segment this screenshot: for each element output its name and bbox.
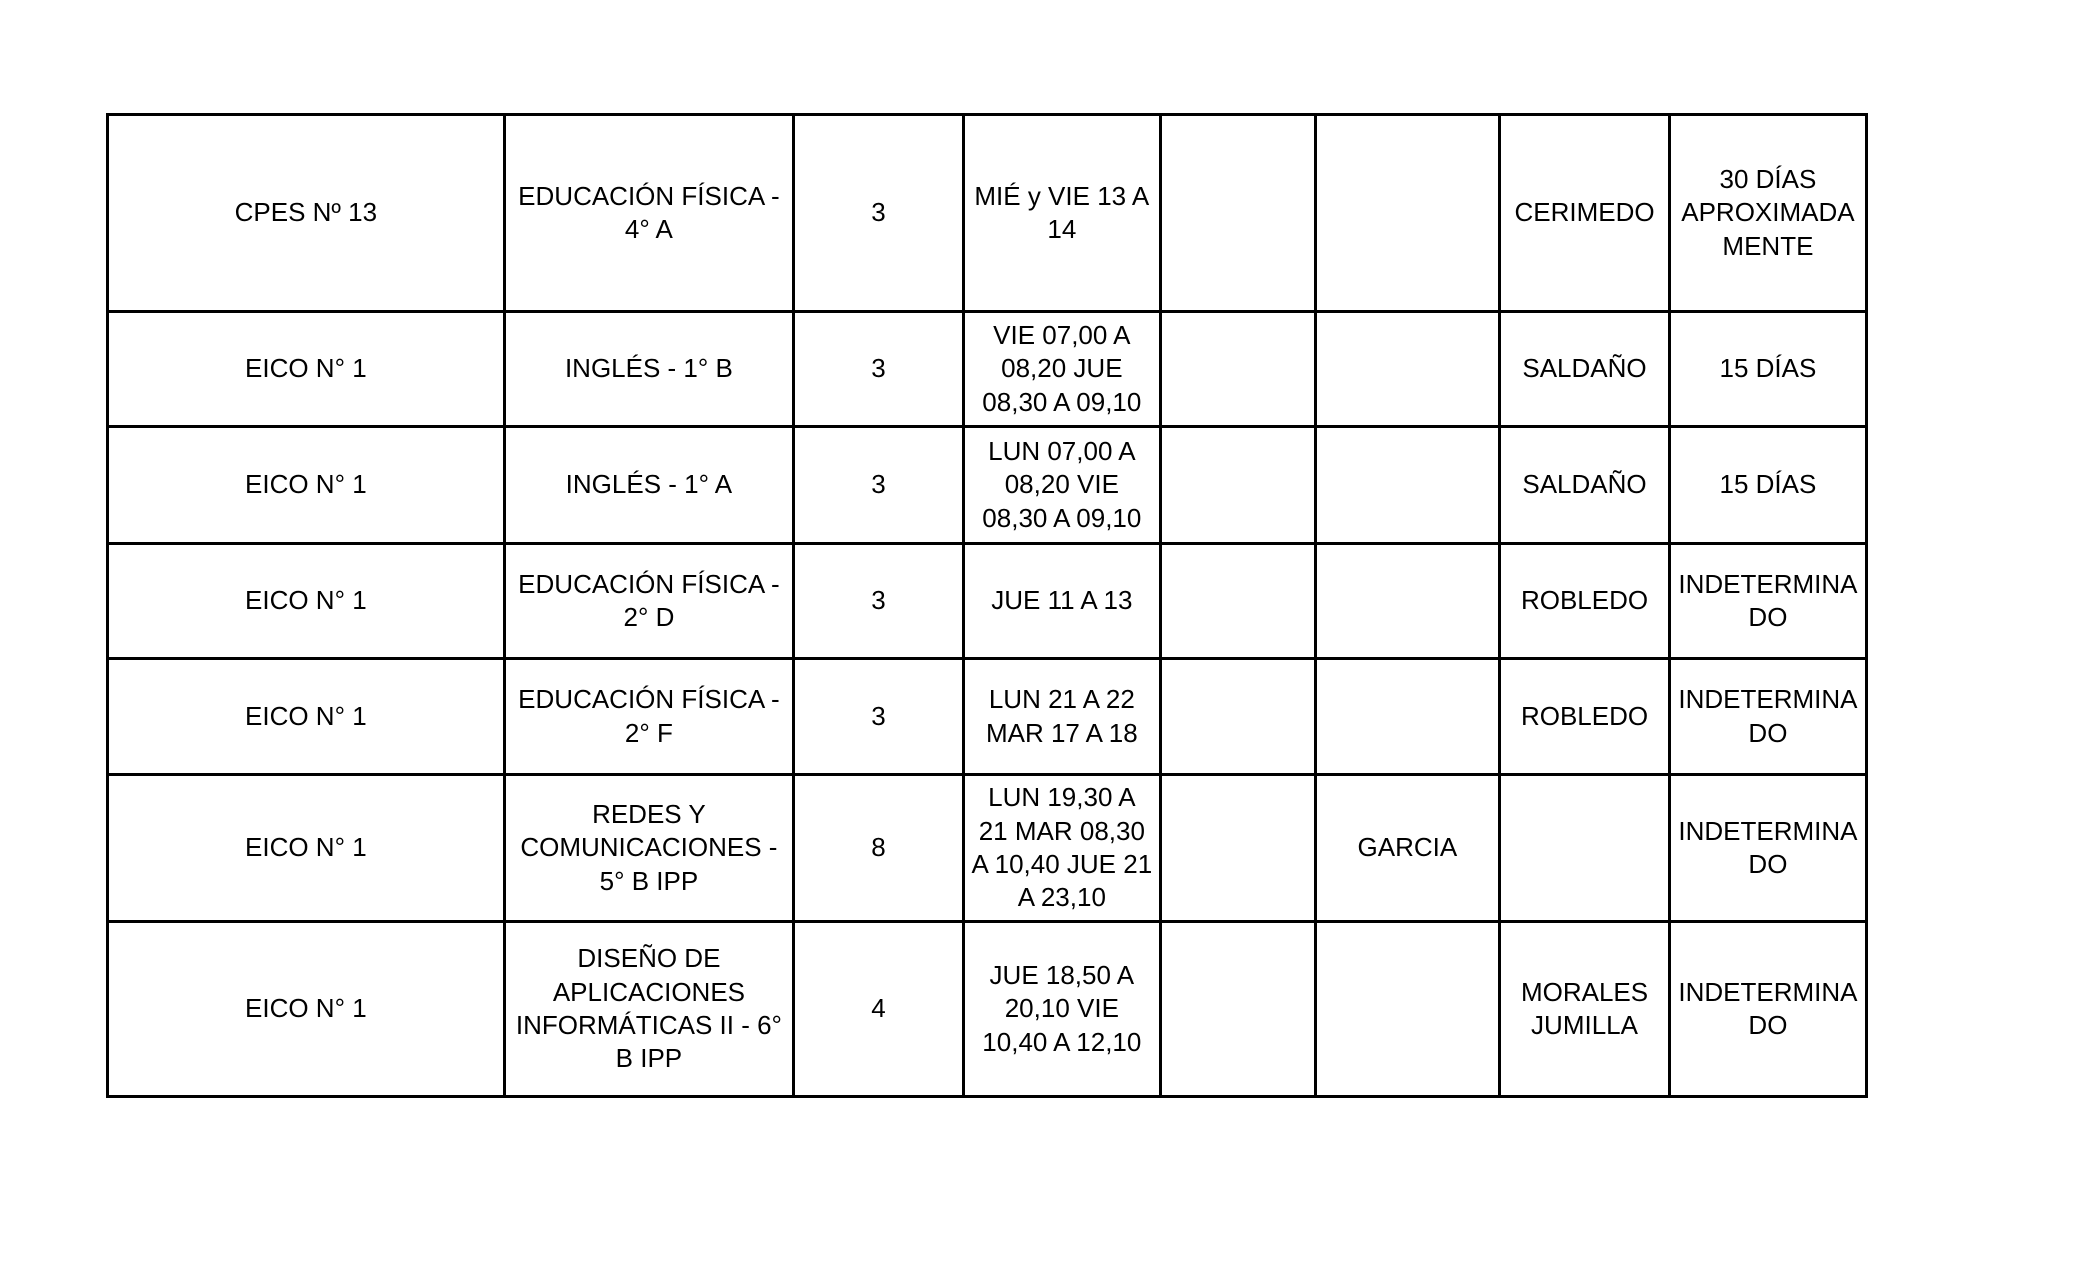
cell-establecimiento: CPES Nº 13 [106, 113, 506, 313]
cell-establecimiento: EICO N° 1 [106, 920, 506, 1098]
cell-columna-vacia-2 [1313, 310, 1502, 428]
table-row: EICO N° 1 INGLÉS - 1° B 3 VIE 07,00 A 08… [106, 310, 1869, 428]
cell-duracion: INDETERMINADO [1667, 657, 1869, 776]
cell-establecimiento: EICO N° 1 [106, 542, 506, 660]
cell-columna-vacia-1 [1158, 113, 1317, 313]
cell-columna-vacia-1 [1158, 773, 1317, 923]
cell-horario: JUE 11 A 13 [961, 542, 1162, 660]
cell-docente: ROBLEDO [1498, 657, 1671, 776]
cell-columna-vacia-2 [1313, 542, 1502, 660]
cell-duracion: INDETERMINADO [1667, 542, 1869, 660]
cell-horas: 3 [792, 310, 965, 428]
cell-columna-vacia-2 [1313, 657, 1502, 776]
cell-establecimiento: EICO N° 1 [106, 773, 506, 923]
table-row: EICO N° 1 EDUCACIÓN FÍSICA - 2° F 3 LUN … [106, 657, 1869, 776]
cell-horas: 8 [792, 773, 965, 923]
cell-horario: VIE 07,00 A 08,20 JUE 08,30 A 09,10 [961, 310, 1162, 428]
cell-asignatura-curso: EDUCACIÓN FÍSICA - 4° A [502, 113, 796, 313]
cell-docente: SALDAÑO [1498, 425, 1671, 545]
cell-columna-vacia-1 [1158, 542, 1317, 660]
cell-columna-vacia-2 [1313, 425, 1502, 545]
cell-asignatura-curso: REDES Y COMUNICACIONES - 5° B IPP [502, 773, 796, 923]
cell-columna-vacia-1 [1158, 310, 1317, 428]
cell-docente: ROBLEDO [1498, 542, 1671, 660]
cell-horas: 3 [792, 113, 965, 313]
cell-horas: 3 [792, 657, 965, 776]
cell-columna-vacia-2 [1313, 113, 1502, 313]
table-row: EICO N° 1 DISEÑO DE APLICACIONES INFORMÁ… [106, 920, 1869, 1098]
cell-establecimiento: EICO N° 1 [106, 310, 506, 428]
cell-duracion: 15 DÍAS [1667, 425, 1869, 545]
cell-asignatura-curso: EDUCACIÓN FÍSICA - 2° D [502, 542, 796, 660]
cell-columna-vacia-1 [1158, 920, 1317, 1098]
cell-docente: SALDAÑO [1498, 310, 1671, 428]
cell-establecimiento: EICO N° 1 [106, 425, 506, 545]
cell-columna-vacia-2 [1313, 920, 1502, 1098]
cell-duracion: 15 DÍAS [1667, 310, 1869, 428]
cell-horario: LUN 19,30 A 21 MAR 08,30 A 10,40 JUE 21 … [961, 773, 1162, 923]
cell-docente [1498, 773, 1671, 923]
cell-horario: MIÉ y VIE 13 A 14 [961, 113, 1162, 313]
table-row: EICO N° 1 EDUCACIÓN FÍSICA - 2° D 3 JUE … [106, 542, 1869, 660]
cell-docente: MORALES JUMILLA [1498, 920, 1671, 1098]
cell-asignatura-curso: INGLÉS - 1° A [502, 425, 796, 545]
cell-horario: LUN 07,00 A 08,20 VIE 08,30 A 09,10 [961, 425, 1162, 545]
cell-asignatura-curso: EDUCACIÓN FÍSICA - 2° F [502, 657, 796, 776]
schedule-table-body: CPES Nº 13 EDUCACIÓN FÍSICA - 4° A 3 MIÉ… [106, 113, 1869, 1098]
cell-establecimiento: EICO N° 1 [106, 657, 506, 776]
cell-asignatura-curso: INGLÉS - 1° B [502, 310, 796, 428]
cell-docente: CERIMEDO [1498, 113, 1671, 313]
table-row: EICO N° 1 REDES Y COMUNICACIONES - 5° B … [106, 773, 1869, 923]
cell-horas: 3 [792, 542, 965, 660]
cell-columna-vacia-2: GARCIA [1313, 773, 1502, 923]
cell-asignatura-curso: DISEÑO DE APLICACIONES INFORMÁTICAS II -… [502, 920, 796, 1098]
cell-horario: JUE 18,50 A 20,10 VIE 10,40 A 12,10 [961, 920, 1162, 1098]
table-row: EICO N° 1 INGLÉS - 1° A 3 LUN 07,00 A 08… [106, 425, 1869, 545]
cell-duracion: 30 DÍAS APROXIMADAMENTE [1667, 113, 1869, 313]
cell-columna-vacia-1 [1158, 425, 1317, 545]
cell-duracion: INDETERMINADO [1667, 773, 1869, 923]
cell-horas: 3 [792, 425, 965, 545]
schedule-table: CPES Nº 13 EDUCACIÓN FÍSICA - 4° A 3 MIÉ… [106, 113, 1869, 1098]
cell-columna-vacia-1 [1158, 657, 1317, 776]
cell-horario: LUN 21 A 22 MAR 17 A 18 [961, 657, 1162, 776]
cell-duracion: INDETERMINADO [1667, 920, 1869, 1098]
table-row: CPES Nº 13 EDUCACIÓN FÍSICA - 4° A 3 MIÉ… [106, 113, 1869, 313]
cell-horas: 4 [792, 920, 965, 1098]
